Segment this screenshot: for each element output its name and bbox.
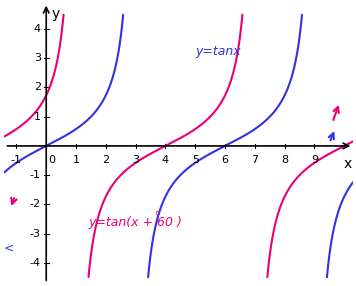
Text: <: < <box>4 241 14 254</box>
Text: 8: 8 <box>281 155 288 165</box>
Text: x: x <box>343 157 351 171</box>
Text: 3: 3 <box>132 155 139 165</box>
Text: °: ° <box>154 212 159 222</box>
Text: 1: 1 <box>73 155 79 165</box>
Text: -1: -1 <box>30 170 41 180</box>
Text: 2: 2 <box>34 82 41 92</box>
Text: 2: 2 <box>102 155 109 165</box>
Text: y: y <box>52 7 60 21</box>
Text: 5: 5 <box>192 155 199 165</box>
Text: -2: -2 <box>30 199 41 209</box>
Text: -3: -3 <box>30 229 41 239</box>
Text: -1: -1 <box>11 155 22 165</box>
Text: 3: 3 <box>34 53 41 63</box>
Text: 6: 6 <box>221 155 229 165</box>
Text: y=tanx: y=tanx <box>195 45 241 58</box>
Text: 7: 7 <box>251 155 258 165</box>
Text: y=tan(x + 60 ): y=tan(x + 60 ) <box>88 216 182 229</box>
Text: 9: 9 <box>311 155 318 165</box>
Text: 1: 1 <box>34 112 41 122</box>
Text: 4: 4 <box>162 155 169 165</box>
Text: -4: -4 <box>30 258 41 268</box>
Text: 0: 0 <box>48 155 55 165</box>
Text: 4: 4 <box>34 24 41 34</box>
